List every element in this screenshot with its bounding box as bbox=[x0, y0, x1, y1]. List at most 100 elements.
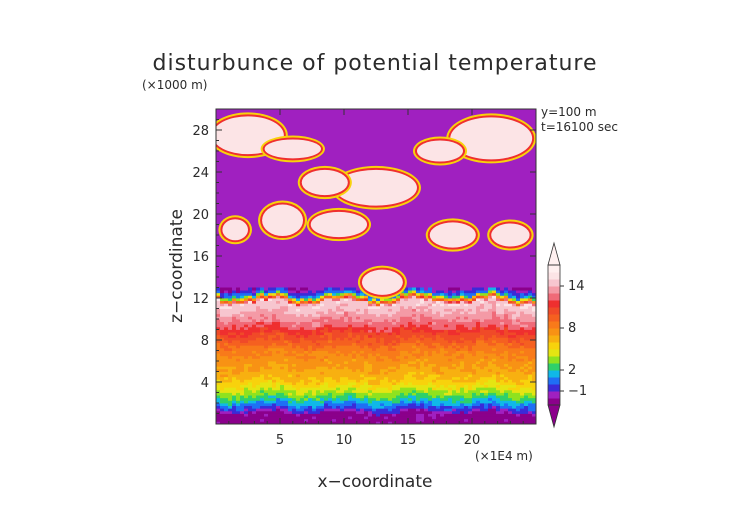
field-cell bbox=[244, 340, 249, 344]
field-cell bbox=[280, 376, 285, 380]
field-cell bbox=[476, 300, 481, 304]
field-cell bbox=[312, 290, 317, 294]
field-cell bbox=[368, 405, 373, 409]
field-cell bbox=[224, 345, 229, 349]
field-cell bbox=[492, 321, 497, 325]
field-cell bbox=[440, 353, 445, 357]
field-cell bbox=[328, 340, 333, 344]
field-cell bbox=[372, 300, 377, 304]
field-cell bbox=[368, 379, 373, 383]
field-cell bbox=[252, 376, 257, 380]
field-cell bbox=[504, 358, 509, 362]
field-cell bbox=[516, 371, 521, 375]
field-cell bbox=[320, 326, 325, 330]
field-cell bbox=[420, 321, 425, 325]
field-cell bbox=[456, 403, 461, 407]
field-cell bbox=[324, 408, 329, 412]
field-cell bbox=[432, 358, 437, 362]
field-cell bbox=[268, 326, 273, 330]
field-cell bbox=[372, 313, 377, 317]
field-cell bbox=[376, 337, 381, 341]
field-cell bbox=[344, 355, 349, 359]
field-cell bbox=[460, 421, 465, 424]
field-cell bbox=[528, 382, 533, 386]
field-cell bbox=[488, 342, 493, 346]
field-cell bbox=[372, 374, 377, 378]
field-cell bbox=[520, 353, 525, 357]
field-cell bbox=[500, 389, 505, 393]
colorbar-segment bbox=[548, 279, 560, 287]
field-cell bbox=[480, 397, 485, 401]
field-cell bbox=[484, 355, 489, 359]
field-cell bbox=[252, 350, 257, 354]
field-cell bbox=[504, 332, 509, 336]
field-cell bbox=[492, 345, 497, 349]
field-cell bbox=[336, 332, 341, 336]
field-cell bbox=[428, 319, 433, 323]
field-cell bbox=[472, 379, 477, 383]
field-cell bbox=[524, 350, 529, 354]
field-cell bbox=[232, 332, 237, 336]
field-cell bbox=[292, 298, 297, 302]
field-cell bbox=[268, 376, 273, 380]
field-cell bbox=[344, 403, 349, 407]
field-cell bbox=[468, 384, 473, 388]
field-cell bbox=[528, 287, 533, 291]
field-cell bbox=[236, 418, 241, 422]
field-cell bbox=[288, 311, 293, 315]
field-cell bbox=[380, 368, 385, 372]
field-cell bbox=[268, 334, 273, 338]
field-cell bbox=[220, 379, 225, 383]
field-cell bbox=[364, 418, 369, 422]
field-cell bbox=[420, 298, 425, 302]
field-cell bbox=[280, 326, 285, 330]
field-cell bbox=[332, 379, 337, 383]
field-cell bbox=[380, 326, 385, 330]
field-cell bbox=[244, 329, 249, 333]
field-cell bbox=[312, 405, 317, 409]
field-cell bbox=[492, 334, 497, 338]
field-cell bbox=[364, 311, 369, 315]
field-cell bbox=[332, 408, 337, 412]
field-cell bbox=[440, 305, 445, 309]
field-cell bbox=[500, 355, 505, 359]
field-cell bbox=[480, 363, 485, 367]
field-cell bbox=[276, 345, 281, 349]
field-cell bbox=[404, 358, 409, 362]
field-cell bbox=[404, 355, 409, 359]
field-cell bbox=[440, 358, 445, 362]
field-cell bbox=[436, 292, 441, 296]
field-cell bbox=[232, 305, 237, 309]
field-cell bbox=[332, 384, 337, 388]
field-cell bbox=[220, 287, 225, 291]
field-cell bbox=[496, 321, 501, 325]
field-cell bbox=[464, 405, 469, 409]
field-cell bbox=[412, 376, 417, 380]
field-cell bbox=[420, 324, 425, 328]
field-cell bbox=[508, 376, 513, 380]
field-cell bbox=[372, 405, 377, 409]
field-cell bbox=[368, 329, 373, 333]
field-cell bbox=[428, 324, 433, 328]
field-cell bbox=[248, 345, 253, 349]
field-cell bbox=[320, 366, 325, 370]
field-cell bbox=[496, 397, 501, 401]
field-cell bbox=[224, 408, 229, 412]
field-cell bbox=[332, 397, 337, 401]
field-cell bbox=[376, 387, 381, 391]
field-cell bbox=[292, 313, 297, 317]
field-cell bbox=[384, 347, 389, 351]
field-cell bbox=[352, 311, 357, 315]
field-cell bbox=[508, 355, 513, 359]
field-cell bbox=[252, 366, 257, 370]
x-unit-note: (×1E4 m) bbox=[475, 449, 533, 463]
field-cell bbox=[416, 347, 421, 351]
field-cell bbox=[388, 334, 393, 338]
field-cell bbox=[380, 311, 385, 315]
field-cell bbox=[444, 403, 449, 407]
field-cell bbox=[508, 400, 513, 404]
field-cell bbox=[224, 321, 229, 325]
field-cell bbox=[248, 410, 253, 414]
field-cell bbox=[420, 397, 425, 401]
field-cell bbox=[440, 295, 445, 299]
